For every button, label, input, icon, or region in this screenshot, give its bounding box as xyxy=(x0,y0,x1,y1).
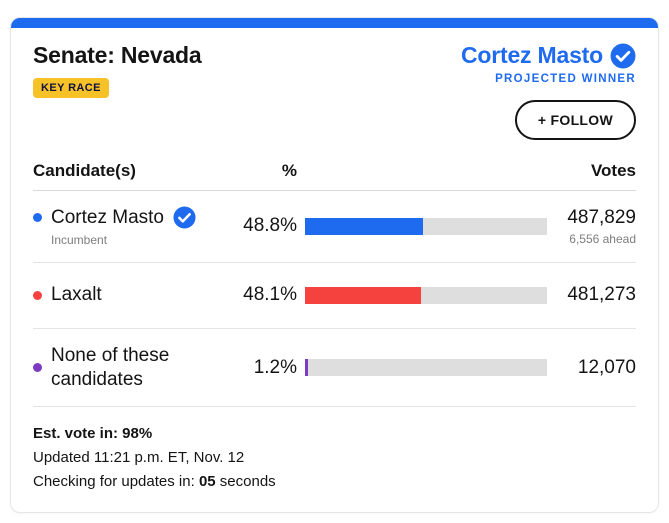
card-header: Senate: Nevada KEY RACE Cortez Masto PRO… xyxy=(33,42,636,140)
votes-value: 481,273 xyxy=(567,284,636,306)
percent-value: 1.2% xyxy=(253,356,297,378)
countdown-value: 05 xyxy=(198,473,216,491)
table-row-laxalt: Laxalt 48.1% 481,273 xyxy=(33,263,636,329)
candidate-name: None of these candidates xyxy=(51,344,170,390)
candidate-subtext: Incumbent xyxy=(51,232,108,247)
result-bar xyxy=(305,359,547,376)
race-title-block: Senate: Nevada KEY RACE xyxy=(33,42,202,98)
projected-winner-label: PROJECTED WINNER xyxy=(495,73,636,85)
table-row-cortez-masto: Cortez Masto Incumbent 48.8% 487,829 xyxy=(33,191,636,263)
results-table: Candidate(s) % Votes Cortez Masto xyxy=(33,161,636,408)
projected-winner-block: Cortez Masto PROJECTED WINNER + FOLLOW xyxy=(461,42,636,140)
candidate-dot-icon xyxy=(33,363,42,372)
candidate-dot-icon xyxy=(33,213,42,223)
winner-name: Cortez Masto xyxy=(460,42,603,68)
votes-margin-note: 6,556 ahead xyxy=(569,231,636,246)
header-percent: % xyxy=(281,161,297,180)
election-results-card: Senate: Nevada KEY RACE Cortez Masto PRO… xyxy=(10,17,659,513)
result-bar xyxy=(305,286,547,304)
candidate-name: Cortez Masto xyxy=(51,207,164,228)
results-table-header: Candidate(s) % Votes xyxy=(33,161,636,191)
updated-timestamp: Updated 11:21 p.m. ET, Nov. 12 xyxy=(33,449,245,467)
votes-value: 487,829 xyxy=(567,206,636,228)
header-votes: Votes xyxy=(590,161,636,180)
winner-check-icon xyxy=(173,206,196,229)
est-vote-in: Est. vote in: 98% xyxy=(33,425,153,443)
table-row-none-of-these: None of these candidates 1.2% 12,070 xyxy=(33,329,636,408)
card-accent-topbar xyxy=(11,18,658,28)
card-footer: Est. vote in: 98% Updated 11:21 p.m. ET,… xyxy=(33,407,636,512)
percent-value: 48.8% xyxy=(243,215,297,237)
candidate-dot-icon xyxy=(33,290,42,300)
header-candidate: Candidate(s) xyxy=(33,161,136,180)
follow-button[interactable]: + FOLLOW xyxy=(514,100,636,140)
votes-value: 12,070 xyxy=(577,356,636,378)
race-title: Senate: Nevada xyxy=(33,42,202,68)
winner-check-icon xyxy=(610,43,636,69)
percent-value: 48.1% xyxy=(243,284,297,306)
result-bar xyxy=(305,217,547,235)
candidate-name: Laxalt xyxy=(51,284,102,306)
key-race-badge: KEY RACE xyxy=(33,78,109,98)
update-countdown: Checking for updates in: 05 seconds xyxy=(33,473,276,491)
